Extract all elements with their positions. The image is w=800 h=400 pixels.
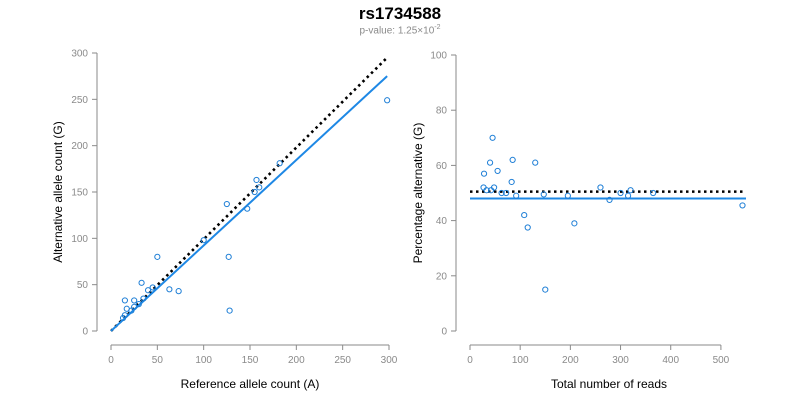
y-tick-label: 300 [71, 49, 88, 60]
x-tick-label: 300 [612, 355, 629, 366]
fitted-line [110, 75, 388, 332]
data-point [494, 167, 501, 175]
x-tick-label: 400 [662, 355, 679, 366]
data-point [140, 295, 147, 302]
y-tick-label: 250 [71, 95, 88, 106]
y-tick-label: 0 [82, 327, 88, 338]
x-tick-label: 200 [562, 355, 579, 366]
data-point [138, 279, 145, 286]
p-value-subtitle: p-value: 1.25×10-2 [0, 24, 800, 36]
data-point [489, 134, 496, 141]
x-tick-label: 500 [713, 355, 730, 366]
y-tick-label: 100 [71, 234, 88, 245]
data-point [571, 220, 578, 227]
data-point [650, 189, 657, 197]
data-point [532, 159, 539, 166]
data-point [135, 301, 142, 308]
data-point [154, 253, 161, 260]
y-tick-label: 80 [436, 106, 448, 117]
data-point [739, 202, 746, 209]
data-point [564, 192, 571, 199]
data-point [244, 205, 251, 212]
x-tick-label: 100 [195, 355, 212, 366]
p-value-exponent: -2 [434, 24, 441, 31]
y-tick-label: 200 [71, 141, 88, 152]
chart-title: rs1734588 [358, 4, 442, 23]
data-point [490, 184, 498, 191]
data-point [513, 192, 520, 199]
y-tick-label: 40 [436, 216, 448, 227]
expected-dotted-line [110, 56, 389, 332]
x-tick-label: 0 [108, 355, 114, 366]
p-value-text: p-value: 1.25×10 [359, 25, 435, 37]
data-point [524, 224, 531, 231]
x-axis-label: Reference allele count (A) [181, 377, 320, 391]
data-point [251, 188, 258, 196]
data-point [597, 184, 604, 191]
x-tick-label: 50 [152, 355, 164, 366]
y-tick-label: 20 [436, 271, 448, 282]
percentage-alternative-scatter-panel: 0 100 200 300 400 500 0 20 40 60 80 100 Total number… [411, 51, 746, 391]
data-point [131, 297, 138, 304]
data-point [521, 211, 528, 219]
x-tick-label: 150 [242, 355, 259, 366]
y-axis-label: Percentage alternative (G) [411, 123, 425, 264]
data-point [486, 159, 494, 166]
data-point [627, 187, 634, 194]
data-point [617, 189, 624, 197]
x-tick-label: 300 [381, 355, 398, 366]
y-tick-label: 60 [436, 161, 448, 172]
x-tick-label: 0 [467, 355, 473, 366]
y-tick-label: 100 [430, 51, 447, 62]
data-point [253, 176, 260, 184]
data-point [225, 253, 232, 260]
y-axis-label: Alternative allele count (G) [51, 121, 65, 262]
data-point [175, 288, 182, 295]
data-point [166, 286, 173, 293]
data-point [121, 312, 129, 319]
data-point [498, 189, 505, 197]
x-tick-label: 200 [288, 355, 305, 366]
data-point [483, 187, 490, 194]
data-point [503, 189, 510, 197]
data-point [144, 287, 152, 294]
data-point [384, 97, 391, 104]
y-tick-label: 150 [71, 188, 88, 199]
data-point [149, 284, 156, 291]
x-axis-label: Total number of reads [551, 377, 667, 391]
data-point [256, 184, 263, 191]
data-point [509, 156, 516, 163]
x-tick-label: 100 [512, 355, 529, 366]
data-point [121, 297, 129, 304]
data-point [131, 303, 138, 311]
data-point [540, 191, 547, 198]
y-tick-label: 50 [77, 280, 89, 291]
data-point [606, 196, 613, 203]
data-point [276, 160, 283, 167]
data-point [508, 178, 515, 186]
data-point [480, 170, 488, 177]
x-tick-label: 250 [334, 355, 351, 366]
data-point [200, 237, 207, 244]
data-point [624, 192, 632, 199]
data-point [542, 286, 549, 293]
y-tick-label: 0 [441, 327, 447, 338]
allele-count-scatter-panel: 0 50 100 150 200 250 300 0 50 100 150 200 250 300 Refe… [51, 49, 398, 392]
data-point [226, 307, 233, 314]
data-point [223, 200, 230, 208]
